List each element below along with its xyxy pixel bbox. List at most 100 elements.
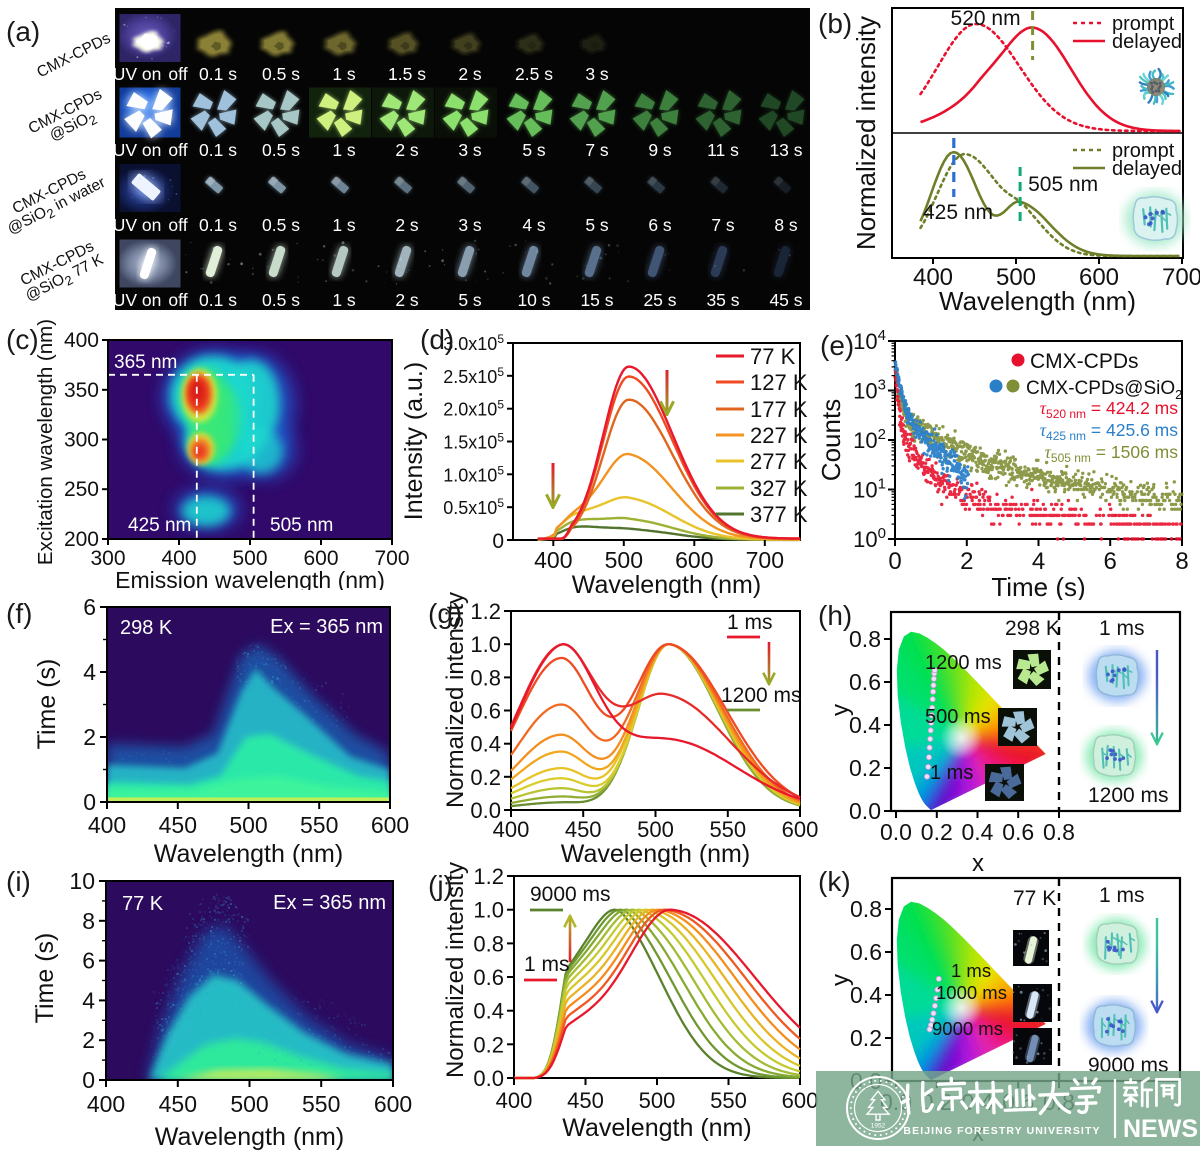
svg-text:0.5x105: 0.5x105 [443, 496, 504, 518]
svg-text:500 ms: 500 ms [925, 706, 991, 728]
svg-text:1200 ms: 1200 ms [1088, 784, 1169, 807]
svg-text:2 s: 2 s [395, 215, 419, 235]
svg-text:delayed: delayed [1112, 31, 1182, 53]
svg-text:600: 600 [374, 1091, 412, 1117]
svg-text:400: 400 [496, 1088, 533, 1113]
svg-text:τ505 nm = 1506 ms: τ505 nm = 1506 ms [1045, 442, 1179, 465]
svg-text:0.6: 0.6 [473, 965, 504, 990]
svg-text:1 ms: 1 ms [1099, 617, 1145, 640]
svg-text:0.5 s: 0.5 s [262, 215, 300, 235]
svg-text:13 s: 13 s [769, 140, 802, 160]
svg-text:τ425 nm = 425.6 ms: τ425 nm = 425.6 ms [1040, 420, 1178, 443]
svg-text:Wavelength (nm): Wavelength (nm) [154, 840, 343, 868]
svg-text:0.2: 0.2 [473, 1032, 504, 1057]
svg-text:300: 300 [64, 429, 99, 452]
svg-text:BEIJING FORESTRY UNIVERSITY: BEIJING FORESTRY UNIVERSITY [903, 1125, 1100, 1137]
svg-text:200: 200 [64, 528, 99, 551]
svg-text:1.2: 1.2 [473, 864, 504, 889]
svg-text:2 s: 2 s [395, 140, 419, 160]
svg-text:UV on: UV on [115, 64, 161, 84]
svg-text:3 s: 3 s [458, 215, 482, 235]
svg-text:1 s: 1 s [332, 215, 356, 235]
svg-text:Wavelength (nm): Wavelength (nm) [561, 840, 750, 868]
svg-text:1.0x105: 1.0x105 [443, 463, 504, 485]
svg-text:0.5 s: 0.5 s [262, 64, 300, 84]
svg-text:0.2: 0.2 [921, 819, 953, 845]
svg-text:450: 450 [159, 1091, 197, 1117]
svg-text:500: 500 [229, 812, 267, 838]
svg-text:9 s: 9 s [648, 140, 672, 160]
svg-text:500: 500 [637, 817, 674, 842]
svg-text:CMX-CPDs: CMX-CPDs [1030, 350, 1139, 373]
svg-text:2 s: 2 s [395, 290, 419, 310]
svg-text:77 K: 77 K [122, 893, 164, 915]
svg-text:400: 400 [493, 817, 530, 842]
svg-text:8: 8 [82, 908, 95, 934]
svg-text:0: 0 [82, 1067, 95, 1093]
svg-text:0.8: 0.8 [850, 896, 882, 922]
svg-text:9000 ms: 9000 ms [530, 883, 611, 906]
svg-text:0: 0 [83, 789, 96, 815]
svg-text:300: 300 [90, 547, 125, 570]
svg-text:10: 10 [69, 868, 95, 894]
svg-text:Ex = 365 nm: Ex = 365 nm [270, 616, 383, 638]
svg-text:off: off [168, 290, 187, 310]
svg-text:7 s: 7 s [711, 215, 735, 235]
svg-text:UV on: UV on [115, 215, 161, 235]
svg-text:4 s: 4 s [522, 215, 546, 235]
svg-text:77 K: 77 K [1013, 887, 1056, 910]
svg-text:7 s: 7 s [585, 140, 609, 160]
svg-text:505 nm: 505 nm [270, 515, 333, 536]
svg-text:Intensity (a.u.): Intensity (a.u.) [400, 362, 428, 520]
svg-text:1 s: 1 s [332, 64, 356, 84]
svg-text:2 s: 2 s [458, 64, 482, 84]
svg-text:prompt: prompt [1112, 13, 1175, 35]
svg-text:500: 500 [230, 1091, 268, 1117]
svg-text:0.5 s: 0.5 s [262, 290, 300, 310]
svg-text:505 nm: 505 nm [1028, 173, 1098, 196]
svg-text:delayed: delayed [1112, 158, 1182, 180]
svg-text:prompt: prompt [1112, 140, 1175, 162]
svg-text:450: 450 [159, 812, 197, 838]
svg-text:1.5 s: 1.5 s [388, 64, 426, 84]
svg-text:Time (s): Time (s) [33, 659, 61, 750]
svg-text:700: 700 [1162, 264, 1200, 291]
svg-text:0.6: 0.6 [850, 939, 882, 965]
svg-text:0.5 s: 0.5 s [262, 140, 300, 160]
svg-text:1 ms: 1 ms [951, 960, 991, 981]
svg-text:6: 6 [82, 948, 95, 974]
svg-text:600: 600 [1079, 264, 1119, 291]
svg-text:1.5x105: 1.5x105 [443, 431, 504, 453]
svg-text:298 K: 298 K [120, 617, 173, 639]
svg-text:0.0: 0.0 [470, 798, 501, 823]
svg-text:0.6: 0.6 [470, 699, 501, 724]
svg-text:15 s: 15 s [580, 290, 613, 310]
svg-text:y: y [827, 974, 854, 986]
svg-text:400: 400 [88, 812, 126, 838]
svg-text:450: 450 [567, 1088, 604, 1113]
svg-text:1200 ms: 1200 ms [721, 684, 802, 707]
svg-text:2: 2 [82, 1027, 95, 1053]
svg-text:298 K: 298 K [1005, 617, 1060, 640]
svg-text:277 K: 277 K [750, 449, 808, 474]
svg-text:1 ms: 1 ms [727, 611, 773, 634]
svg-text:8: 8 [1175, 548, 1188, 575]
svg-text:off: off [168, 64, 187, 84]
svg-text:425 nm: 425 nm [923, 201, 993, 224]
svg-text:2.5x105: 2.5x105 [443, 365, 504, 387]
svg-text:377 K: 377 K [750, 502, 808, 527]
svg-text:x: x [972, 850, 984, 877]
svg-text:400: 400 [913, 264, 953, 291]
svg-text:104: 104 [853, 327, 886, 354]
svg-text:0.4: 0.4 [850, 982, 882, 1008]
svg-text:τ520 nm = 424.2 ms: τ520 nm = 424.2 ms [1040, 398, 1178, 421]
svg-text:1 ms: 1 ms [930, 762, 973, 784]
svg-text:1 ms: 1 ms [524, 953, 570, 976]
svg-text:0.6: 0.6 [1002, 819, 1034, 845]
svg-text:Time (s): Time (s) [31, 933, 59, 1024]
svg-text:0.4: 0.4 [962, 819, 994, 845]
svg-text:Wavelength (nm): Wavelength (nm) [939, 286, 1136, 316]
svg-text:600: 600 [303, 547, 338, 570]
svg-text:0: 0 [888, 548, 901, 575]
svg-text:127 K: 127 K [750, 370, 808, 395]
